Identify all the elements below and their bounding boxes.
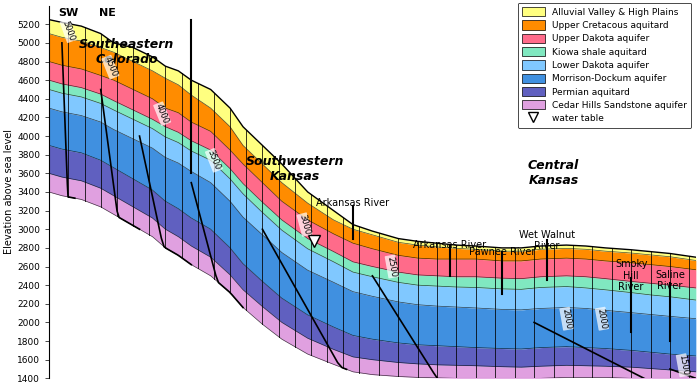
Text: Arkansas River: Arkansas River bbox=[414, 240, 486, 250]
Text: Pawnee River: Pawnee River bbox=[468, 247, 535, 256]
Text: 3000: 3000 bbox=[298, 213, 312, 236]
Text: 3500: 3500 bbox=[206, 149, 222, 172]
Text: Southeastern
Colorado: Southeastern Colorado bbox=[79, 38, 174, 66]
Text: Saline
River: Saline River bbox=[655, 270, 685, 291]
Y-axis label: Elevation above sea level: Elevation above sea level bbox=[4, 130, 14, 255]
Text: Arkansas River: Arkansas River bbox=[316, 198, 390, 208]
Text: NE: NE bbox=[668, 8, 685, 18]
Text: 2500: 2500 bbox=[386, 255, 398, 278]
Text: Wet Walnut
River: Wet Walnut River bbox=[519, 230, 575, 251]
Legend: Alluvial Valley & High Plains, Upper Cretacous aquitard, Upper Dakota aquifer, K: Alluvial Valley & High Plains, Upper Cre… bbox=[517, 3, 692, 128]
Text: 4000: 4000 bbox=[154, 102, 170, 125]
Text: SW: SW bbox=[58, 8, 78, 18]
Text: NE: NE bbox=[99, 8, 116, 18]
Text: 4500: 4500 bbox=[102, 56, 118, 78]
Text: Central
Kansas: Central Kansas bbox=[528, 159, 579, 187]
Text: NE: NE bbox=[671, 21, 690, 33]
Text: Smoky
Hill
River: Smoky Hill River bbox=[615, 259, 648, 293]
Text: 2000: 2000 bbox=[596, 308, 608, 330]
Text: 5000: 5000 bbox=[61, 19, 76, 42]
Text: 2000: 2000 bbox=[560, 308, 573, 330]
Text: 1500: 1500 bbox=[677, 354, 690, 376]
Text: Southwestern
Kansas: Southwestern Kansas bbox=[246, 155, 344, 183]
